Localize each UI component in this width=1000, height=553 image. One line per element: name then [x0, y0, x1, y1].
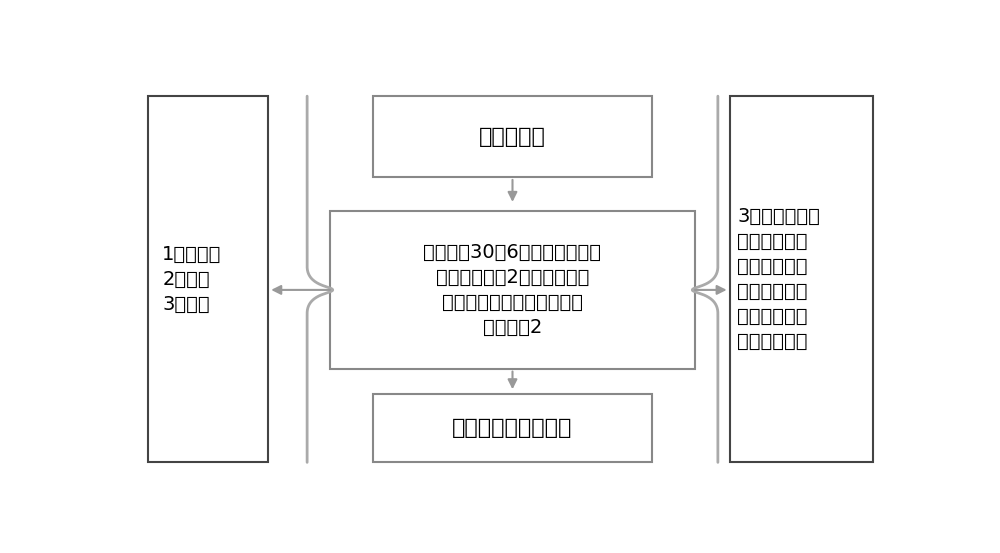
- Text: 加热达到30　6度以上的金属管
道利用与筱孲2两个之间的压
强差，瞬间形成过热蕊气喷
射到筱孲2: 加热达到30 6度以上的金属管 道利用与筱孲2两个之间的压 强差，瞬间形成过热蕊…: [424, 243, 602, 337]
- FancyBboxPatch shape: [373, 394, 652, 462]
- FancyBboxPatch shape: [330, 211, 695, 369]
- Text: 产生水蕊气: 产生水蕊气: [479, 127, 546, 147]
- FancyBboxPatch shape: [373, 96, 652, 177]
- FancyBboxPatch shape: [730, 96, 873, 462]
- Text: 1、电控筱
2、线圈
3、水筱: 1、电控筱 2、线圈 3、水筱: [162, 245, 222, 314]
- FancyBboxPatch shape: [148, 96, 268, 462]
- Text: 3部分都存在利
用磁感应装置
加热，不同部
分利用电控筱
进行加热，达
到不同效果。: 3部分都存在利 用磁感应装置 加热，不同部 分利用电控筱 进行加热，达 到不同效…: [737, 207, 820, 351]
- Text: 存放被分解物的筱孲: 存放被分解物的筱孲: [452, 418, 573, 439]
